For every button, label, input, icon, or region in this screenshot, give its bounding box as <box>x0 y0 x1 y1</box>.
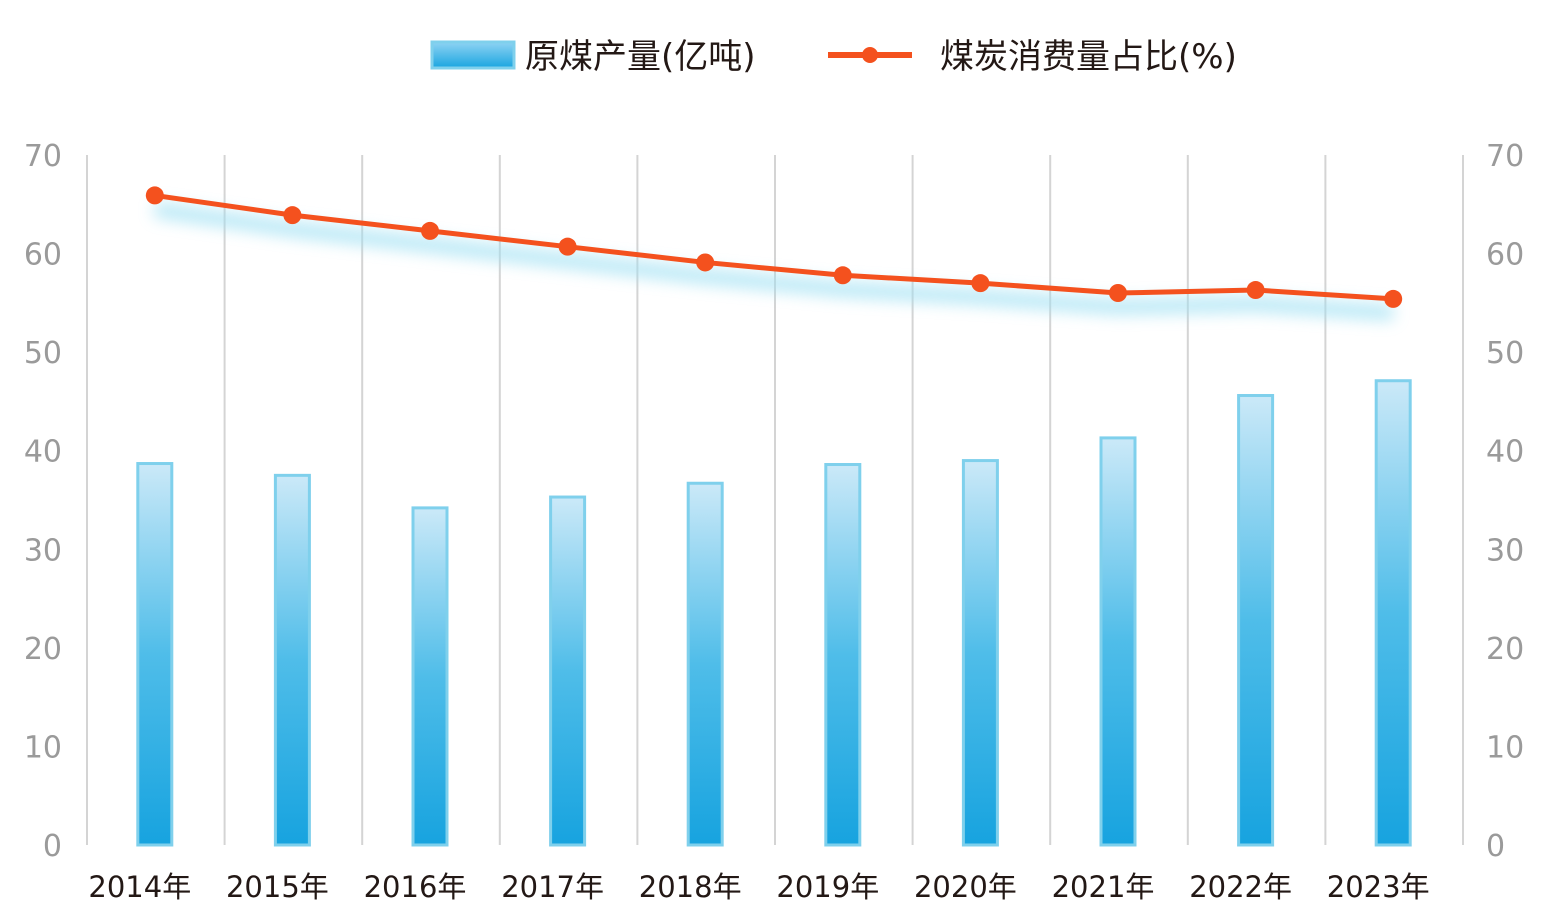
bar <box>686 481 724 847</box>
bar <box>824 463 862 847</box>
legend: 原煤产量(亿吨) 煤炭消费量占比(%) <box>430 37 1237 77</box>
legend-line-label: 煤炭消费量占比(%) <box>940 37 1237 77</box>
line-point <box>1109 284 1127 302</box>
line-point <box>833 266 852 285</box>
y-right-tick-label: 40 <box>1486 435 1524 470</box>
x-tick-label: 2018年 <box>639 870 742 904</box>
bar <box>1099 436 1137 847</box>
bar <box>549 495 587 847</box>
x-tick-label: 2023年 <box>1327 870 1430 904</box>
y-right-tick-label: 0 <box>1486 829 1505 864</box>
line-point <box>421 221 439 240</box>
y-right-tick-label: 10 <box>1486 730 1524 765</box>
y-left-tick-label: 20 <box>24 632 62 667</box>
legend-bar-label: 原煤产量(亿吨) <box>525 37 756 77</box>
y-right-tick-label: 20 <box>1486 632 1524 667</box>
y-left-tick-label: 60 <box>24 238 62 273</box>
y-left-tick-label: 0 <box>43 829 62 864</box>
y-left-tick-label: 40 <box>24 435 62 470</box>
bar <box>411 506 449 847</box>
y-right-tick-label: 50 <box>1486 336 1524 371</box>
x-tick-label: 2017年 <box>501 870 604 904</box>
line-point <box>1246 281 1265 300</box>
bar <box>961 459 999 847</box>
x-tick-label: 2020年 <box>914 870 1017 904</box>
bar <box>1374 379 1412 847</box>
line-point <box>283 206 302 225</box>
bar <box>273 473 311 847</box>
bar <box>136 462 174 847</box>
line-point <box>696 253 715 272</box>
x-tick-label: 2014年 <box>88 870 191 904</box>
y-left-tick-label: 70 <box>24 139 62 174</box>
line-point <box>145 186 164 205</box>
y-right-tick-label: 70 <box>1486 139 1524 174</box>
y-left-tick-label: 10 <box>24 730 62 765</box>
line-series <box>154 192 1394 302</box>
x-tick-label: 2015年 <box>226 870 329 904</box>
y-left-tick-label: 30 <box>24 533 62 568</box>
y-right-tick-label: 60 <box>1486 238 1524 273</box>
line-shadow <box>153 202 1394 320</box>
x-tick-label: 2022年 <box>1189 870 1292 904</box>
line-point <box>971 274 990 293</box>
bar <box>1237 394 1275 847</box>
x-tick-label: 2016年 <box>364 870 467 904</box>
line-point <box>1384 289 1403 308</box>
x-tick-label: 2021年 <box>1052 870 1155 904</box>
line-point <box>558 237 577 256</box>
legend-bar-swatch <box>430 40 516 70</box>
y-right-tick-label: 30 <box>1486 533 1524 568</box>
y-left-tick-label: 50 <box>24 336 62 371</box>
x-tick-label: 2019年 <box>776 870 879 904</box>
legend-line-marker <box>862 47 878 63</box>
